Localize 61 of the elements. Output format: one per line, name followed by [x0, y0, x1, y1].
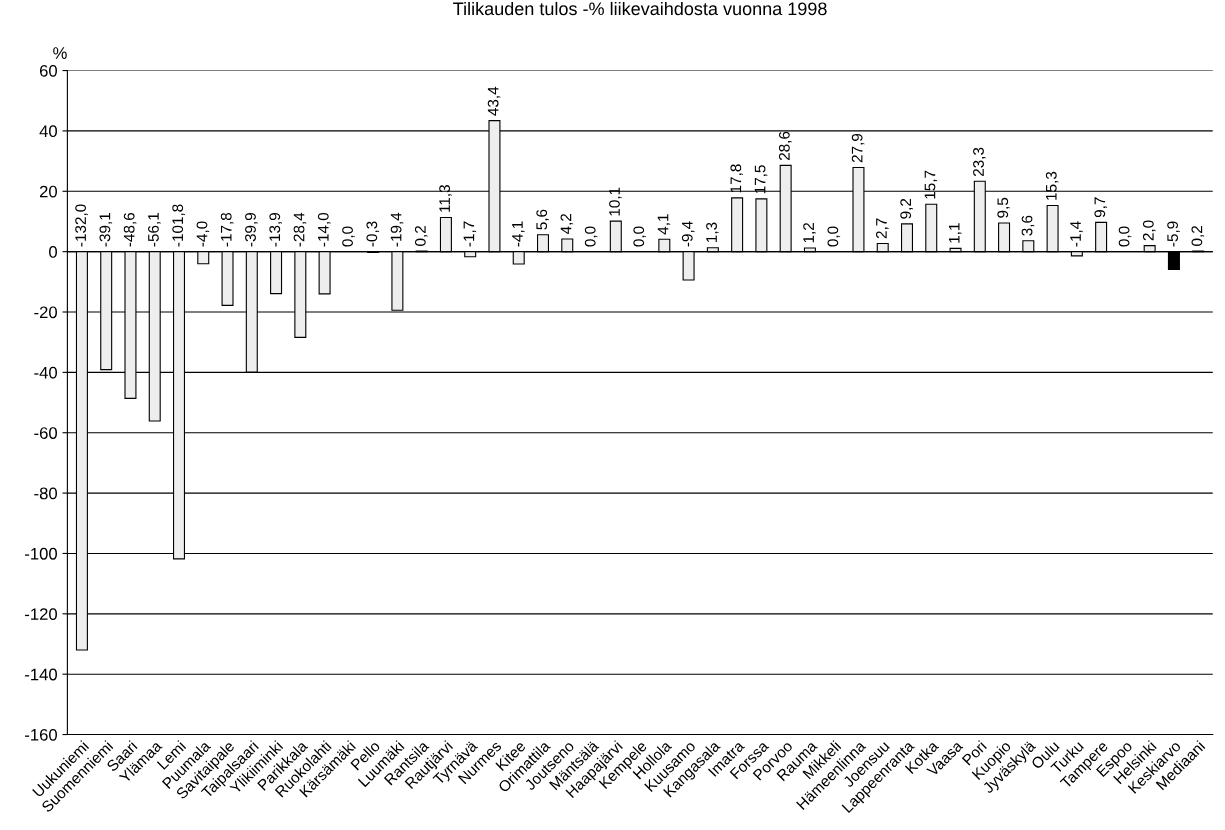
data-label: -19,4: [390, 212, 404, 247]
data-label: 9,2: [900, 198, 913, 219]
data-label: -9,4: [681, 221, 695, 247]
y-tick-label: -40: [34, 366, 57, 379]
data-label: -4,0: [196, 221, 210, 247]
data-label: 4,2: [560, 213, 574, 235]
data-label: 9,7: [1094, 197, 1108, 218]
data-label: -5,9: [1167, 221, 1180, 247]
data-label: 2,0: [1142, 220, 1156, 241]
data-label: 28,6: [778, 131, 792, 161]
data-label: 17,5: [754, 165, 768, 194]
data-label: 9,5: [997, 197, 1010, 218]
data-label: -4,1: [512, 221, 525, 247]
data-label: 3,6: [1021, 215, 1035, 236]
y-tick-label: 0: [49, 246, 57, 258]
data-label: 11,3: [439, 185, 452, 212]
data-label: -39,9: [245, 213, 258, 247]
data-label: 4,1: [657, 214, 671, 235]
y-tick-label: 60: [39, 64, 57, 77]
data-label: 5,6: [536, 209, 549, 230]
data-label: 0,2: [414, 226, 428, 246]
data-label: -132,0: [75, 204, 88, 247]
y-tick-label: -160: [25, 728, 57, 741]
data-label: 0,0: [827, 226, 841, 247]
data-label: -17,8: [220, 212, 234, 247]
data-label: 1,2: [803, 223, 816, 243]
data-label: 17,8: [730, 164, 744, 193]
data-label: -101,8: [172, 204, 185, 247]
data-label: 0,0: [584, 226, 598, 247]
data-label: 0,0: [633, 226, 646, 247]
y-tick-label: -60: [34, 427, 57, 439]
data-label: 43,4: [487, 86, 501, 116]
data-label: 15,3: [1045, 171, 1059, 200]
data-label: 0,2: [1191, 226, 1205, 246]
y-tick-label: -140: [25, 668, 57, 681]
y-tick-label: -80: [34, 487, 57, 500]
data-label: -48,6: [123, 212, 137, 247]
data-label: 15,7: [924, 170, 938, 199]
data-label: 2,7: [876, 218, 889, 239]
y-tick-label: -120: [25, 608, 57, 621]
data-label: -39,1: [99, 213, 113, 247]
data-label: -56,1: [148, 213, 161, 247]
data-label: -1,7: [463, 221, 477, 247]
y-axis-title: %: [53, 47, 67, 59]
y-tick-label: -100: [25, 547, 57, 560]
data-label: -14,0: [317, 212, 331, 247]
data-label: 0,0: [1118, 226, 1132, 247]
data-label: 1,1: [948, 223, 962, 243]
data-label: -0,3: [366, 221, 380, 247]
y-tick-label: 40: [39, 125, 57, 138]
y-tick-label: -20: [34, 306, 57, 319]
chart-title: Tilikauden tulos -% liikevaihdosta vuonna 1998: [453, 1, 827, 16]
data-label: -13,9: [269, 213, 282, 247]
data-label: 10,1: [609, 187, 622, 216]
y-tick-label: 20: [39, 185, 57, 198]
data-label: -28,4: [293, 212, 307, 247]
data-label: 0,0: [342, 226, 355, 247]
data-label: 1,3: [706, 222, 719, 243]
data-label: -1,4: [1070, 221, 1083, 247]
data-label: 27,9: [851, 133, 865, 163]
data-label: 23,3: [973, 147, 986, 177]
